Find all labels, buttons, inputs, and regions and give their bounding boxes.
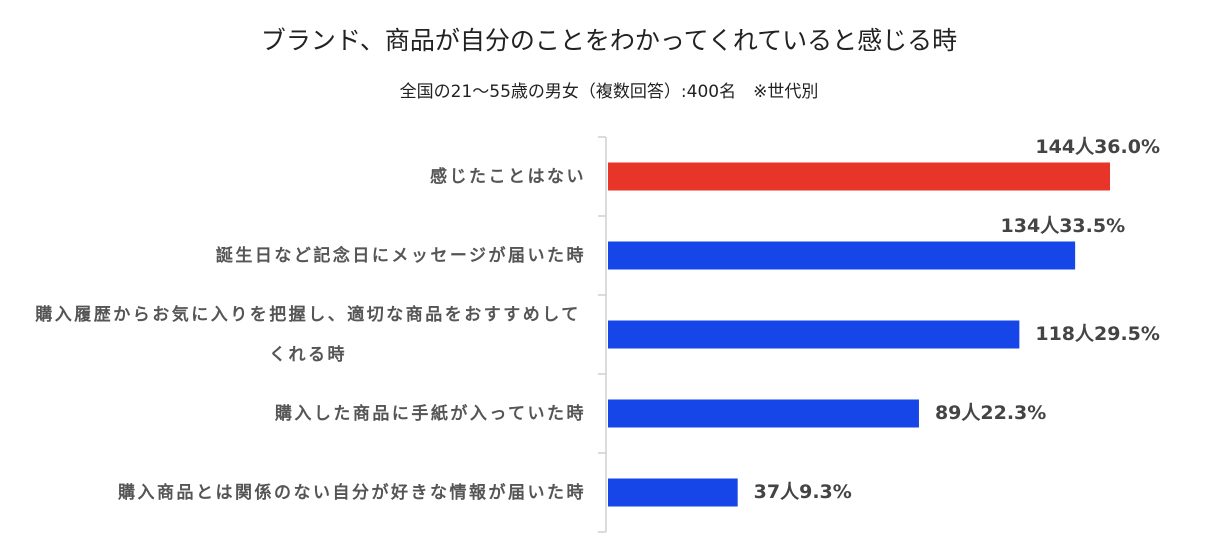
category-label-box: 感じたことはない: [30, 157, 586, 197]
category-label: 購入商品とは関係のない自分が好きな情報が届いた時: [118, 482, 586, 503]
category-label: 購入履歴からお気に入りを把握し、適切な商品をおすすめしてくれる時: [35, 304, 581, 365]
bar: [608, 320, 1020, 349]
data-label: 144人36.0%: [1035, 136, 1160, 158]
data-label: 134人33.5%: [1001, 215, 1126, 237]
bar: [608, 399, 919, 428]
bar: [608, 241, 1076, 270]
bar: [608, 162, 1110, 191]
category-label: 誕生日など記念日にメッセージが届いた時: [215, 245, 586, 266]
data-label: 37人9.3%: [754, 481, 852, 503]
chart-subtitle: 全国の21～55歳の男女（複数回答）:400名 ※世代別: [400, 82, 819, 102]
bar: [608, 478, 738, 507]
category-label: 感じたことはない: [430, 166, 586, 187]
category-label-box: 誕生日など記念日にメッセージが届いた時: [30, 236, 586, 276]
data-label: 118人29.5%: [1035, 323, 1160, 345]
category-label-box: 購入商品とは関係のない自分が好きな情報が届いた時: [30, 473, 586, 513]
category-label-box: 購入した商品に手紙が入っていた時: [30, 394, 586, 434]
data-label: 89人22.3%: [935, 402, 1046, 424]
category-label: 購入した商品に手紙が入っていた時: [274, 403, 586, 424]
chart-title: ブランド、商品が自分のことをわかってくれていると感じる時: [261, 26, 957, 55]
category-label-box: 購入履歴からお気に入りを把握し、適切な商品をおすすめしてくれる時: [30, 295, 586, 375]
